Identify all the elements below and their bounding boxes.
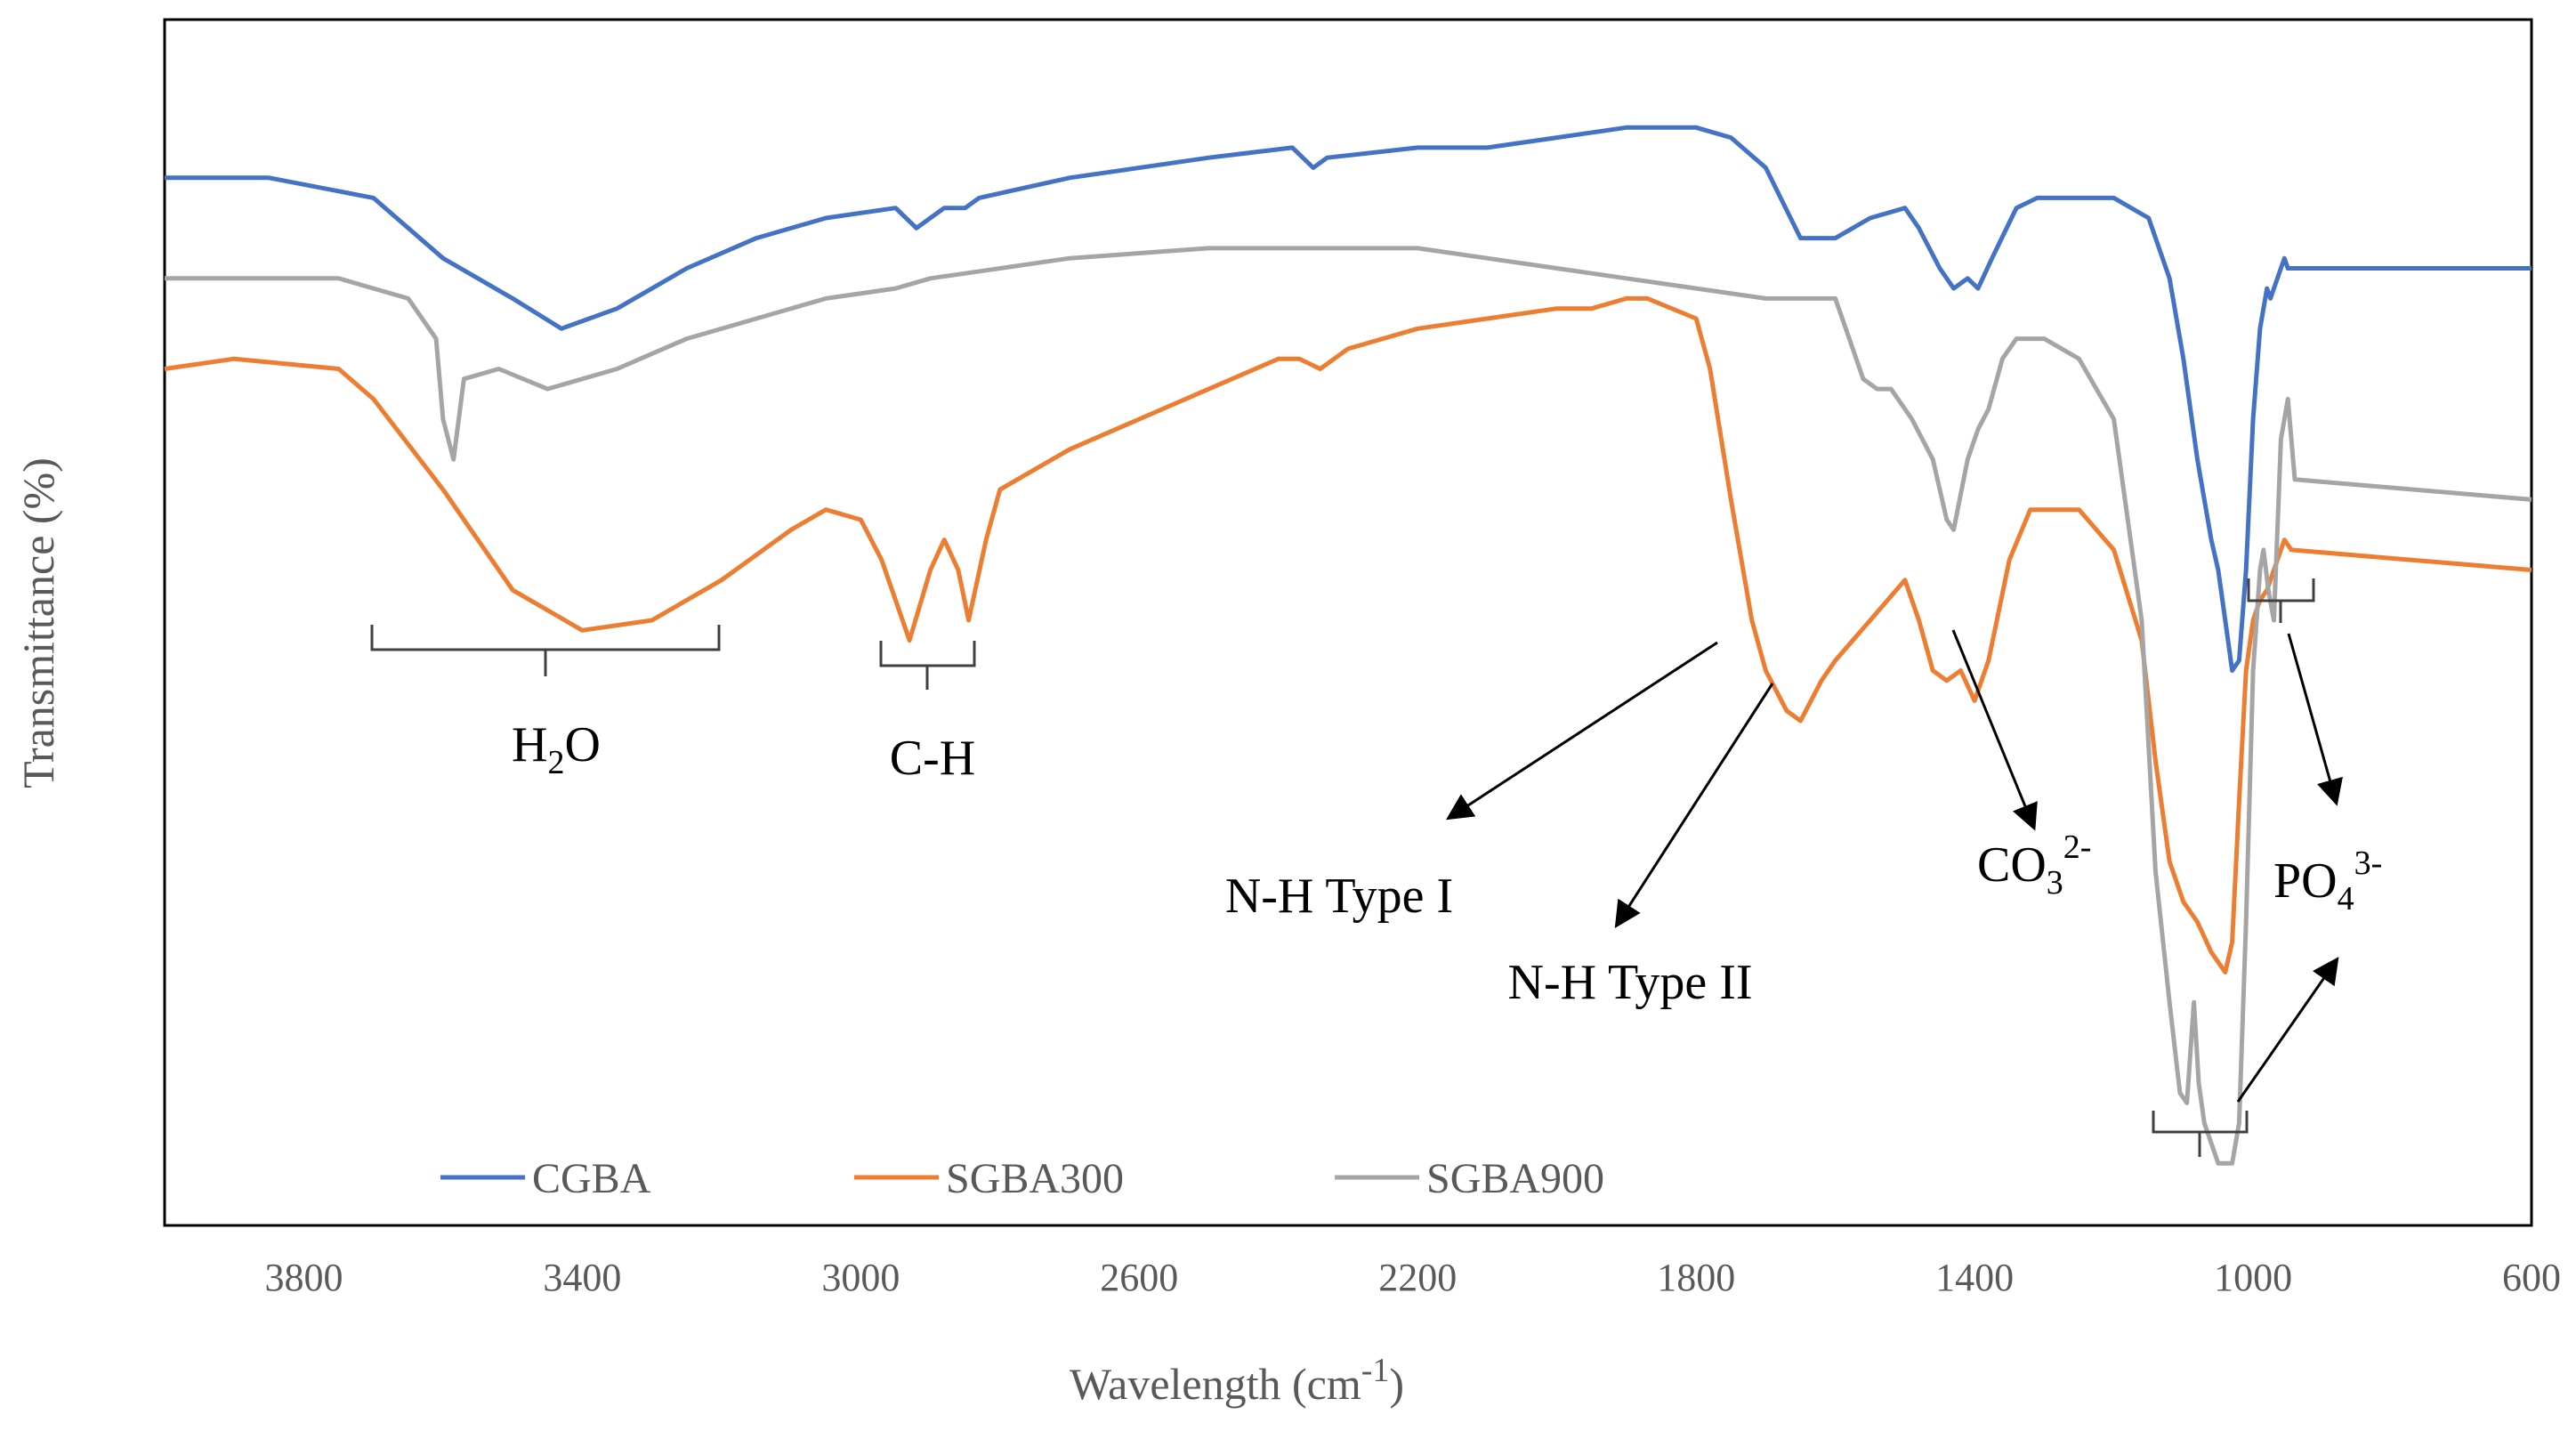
- annotation-nh-type-1: N-H Type I: [1225, 869, 1453, 924]
- ch-bracket: [879, 641, 976, 690]
- x-tick-label-3400: 3400: [543, 1256, 621, 1299]
- po4-bracket-bottom: [2152, 1111, 2249, 1157]
- series-layer: [164, 125, 2532, 1166]
- x-axis-title: Wavelength (cm-1): [1070, 1352, 1404, 1409]
- nh2-arrow: [1614, 683, 1774, 929]
- annotation-ch: C-H: [890, 731, 975, 786]
- x-tick-label-1400: 1400: [1935, 1256, 2014, 1299]
- legend-label-sgba900: SGBA900: [1426, 1155, 1604, 1202]
- legend: CGBA SGBA300 SGBA900: [440, 1155, 1604, 1202]
- annotation-marks: [370, 578, 2315, 1157]
- x-tick-label-1000: 1000: [2214, 1256, 2292, 1299]
- legend-label-cgba: CGBA: [532, 1155, 651, 1202]
- annotation-co3: CO32-: [1977, 829, 2091, 901]
- po4-arrow-top: [2287, 633, 2343, 806]
- po4-bracket-top: [2247, 578, 2315, 623]
- po4-arrow-bottom: [2236, 957, 2339, 1103]
- x-tick-label-2200: 2200: [1378, 1256, 1457, 1299]
- x-tick-label-2600: 2600: [1100, 1256, 1178, 1299]
- co3-arrow: [1951, 629, 2038, 831]
- annotation-po4: PO43-: [2273, 845, 2382, 918]
- series-line-sgba300: [164, 295, 2532, 974]
- series-line-cgba: [165, 125, 2532, 673]
- x-tick-label-3000: 3000: [821, 1256, 900, 1299]
- legend-label-sgba300: SGBA300: [946, 1155, 1124, 1202]
- y-axis-title: Transmittance (%): [13, 457, 63, 788]
- series-line-sgba900: [165, 246, 2532, 1166]
- x-tick-label-1800: 1800: [1657, 1256, 1735, 1299]
- annotation-arrows: [1445, 629, 2343, 1103]
- nh1-arrow: [1445, 641, 1718, 821]
- x-tick-label-600: 600: [2502, 1256, 2561, 1299]
- x-ticks: 3800 3400 3000 2600 2200 1800 1400 1000 600: [265, 1256, 2562, 1299]
- x-tick-label-3800: 3800: [265, 1256, 343, 1299]
- annotation-nh-type-2: N-H Type II: [1508, 955, 1753, 1010]
- h2o-bracket: [370, 625, 721, 676]
- annotation-h2o: H2O: [512, 717, 601, 781]
